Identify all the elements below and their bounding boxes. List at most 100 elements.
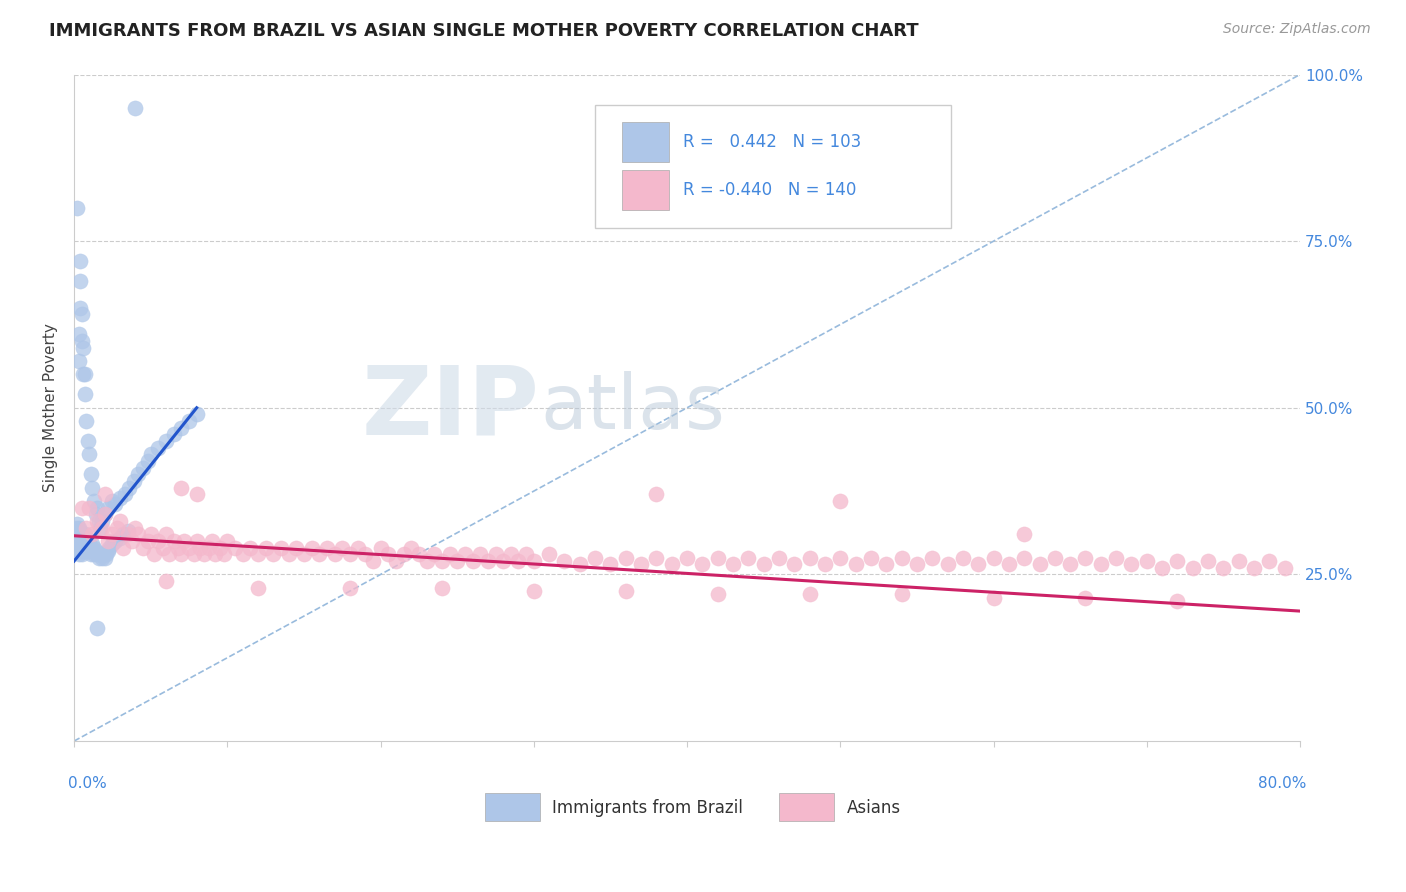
- Point: [952, 550, 974, 565]
- Point: [86, 621, 108, 635]
- Point: [599, 558, 621, 572]
- Point: [998, 558, 1021, 572]
- FancyBboxPatch shape: [621, 170, 669, 211]
- Point: [1166, 594, 1188, 608]
- Point: [170, 548, 193, 562]
- Point: [1258, 554, 1281, 568]
- Point: [72, 544, 94, 558]
- Point: [254, 541, 277, 555]
- Point: [292, 548, 315, 562]
- Point: [87, 550, 110, 565]
- Point: [193, 548, 215, 562]
- Point: [262, 548, 284, 562]
- Point: [239, 541, 262, 555]
- Point: [82, 544, 104, 558]
- Point: [1043, 550, 1066, 565]
- Point: [136, 454, 159, 468]
- Point: [568, 558, 591, 572]
- Point: [70, 548, 93, 562]
- Point: [89, 521, 111, 535]
- Point: [69, 531, 91, 545]
- Point: [87, 514, 110, 528]
- Point: [163, 427, 186, 442]
- Point: [799, 550, 821, 565]
- Point: [1012, 550, 1035, 565]
- Point: [323, 548, 346, 562]
- Point: [73, 541, 96, 555]
- Point: [477, 554, 499, 568]
- Point: [415, 554, 437, 568]
- Point: [967, 558, 990, 572]
- Point: [346, 541, 368, 555]
- Point: [630, 558, 652, 572]
- Point: [214, 548, 236, 562]
- Point: [72, 531, 94, 545]
- Point: [377, 548, 399, 562]
- Point: [170, 481, 193, 495]
- Point: [69, 274, 91, 288]
- Point: [108, 514, 131, 528]
- Point: [67, 534, 90, 549]
- Point: [799, 587, 821, 601]
- Point: [890, 550, 912, 565]
- Point: [117, 524, 139, 538]
- Point: [83, 541, 105, 555]
- Point: [73, 387, 96, 401]
- Point: [1152, 561, 1174, 575]
- Point: [108, 531, 131, 545]
- Point: [408, 548, 430, 562]
- Point: [1074, 550, 1097, 565]
- Point: [246, 581, 269, 595]
- Point: [430, 554, 453, 568]
- Point: [983, 550, 1005, 565]
- Point: [439, 548, 461, 562]
- Point: [890, 587, 912, 601]
- Point: [361, 554, 384, 568]
- Point: [79, 544, 101, 558]
- Text: atlas: atlas: [540, 371, 725, 445]
- Point: [301, 541, 323, 555]
- Point: [118, 481, 141, 495]
- Point: [82, 537, 104, 551]
- Point: [1090, 558, 1112, 572]
- Point: [97, 544, 120, 558]
- Point: [148, 441, 170, 455]
- Point: [224, 541, 246, 555]
- Point: [77, 541, 100, 555]
- Point: [553, 554, 575, 568]
- Point: [97, 500, 120, 515]
- Point: [783, 558, 806, 572]
- Point: [1166, 554, 1188, 568]
- Point: [69, 301, 91, 315]
- Point: [101, 527, 124, 541]
- Text: Asians: Asians: [846, 798, 901, 817]
- Point: [75, 531, 97, 545]
- Point: [316, 541, 339, 555]
- Point: [246, 548, 269, 562]
- Point: [1121, 558, 1143, 572]
- Point: [86, 548, 108, 562]
- Point: [170, 421, 193, 435]
- Point: [523, 584, 546, 599]
- Point: [183, 548, 205, 562]
- Point: [385, 554, 408, 568]
- Point: [93, 508, 115, 522]
- Point: [69, 544, 91, 558]
- Point: [752, 558, 775, 572]
- Point: [905, 558, 928, 572]
- Point: [84, 544, 107, 558]
- Point: [93, 487, 115, 501]
- Point: [339, 581, 361, 595]
- Point: [157, 548, 180, 562]
- Point: [737, 550, 759, 565]
- Point: [1028, 558, 1050, 572]
- Point: [97, 534, 120, 549]
- Point: [1274, 561, 1296, 575]
- Point: [1227, 554, 1250, 568]
- Point: [75, 544, 97, 558]
- Point: [67, 548, 90, 562]
- Point: [117, 527, 139, 541]
- Point: [132, 541, 155, 555]
- Text: R = -0.440   N = 140: R = -0.440 N = 140: [683, 181, 856, 200]
- Point: [1105, 550, 1128, 565]
